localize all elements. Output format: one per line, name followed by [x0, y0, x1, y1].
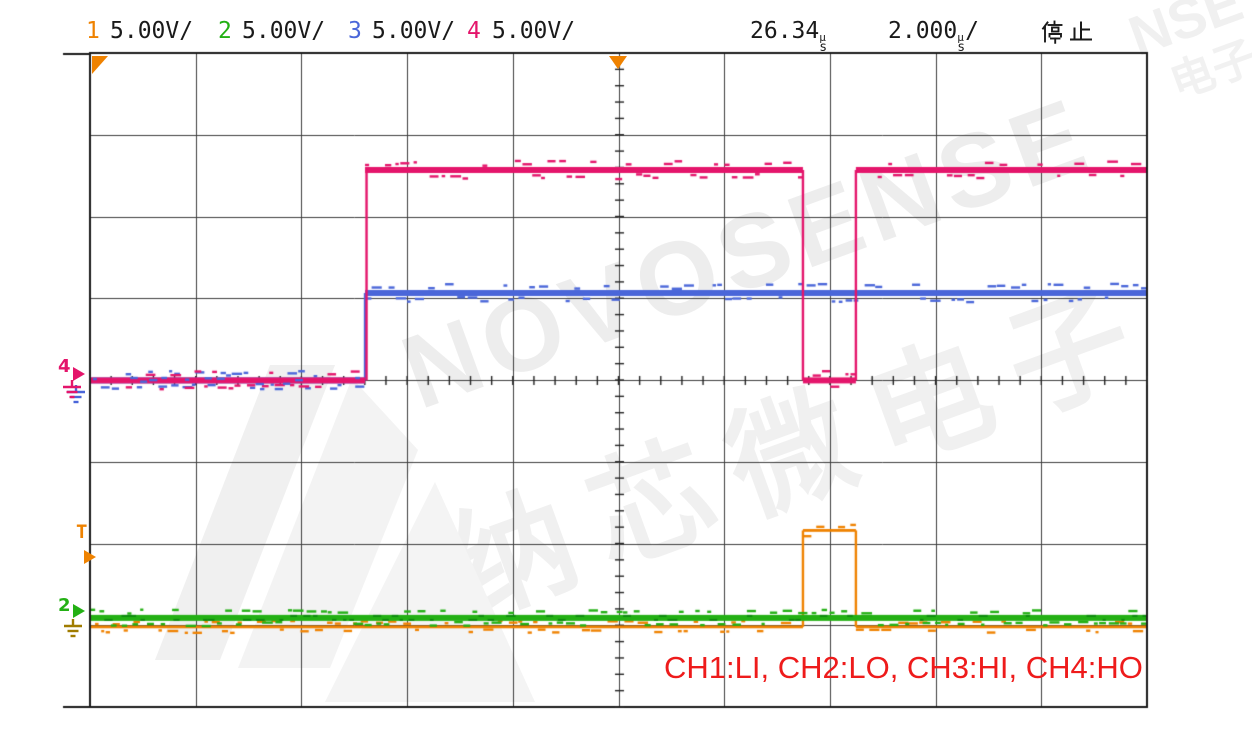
time-position-value: 26.34 [750, 18, 820, 44]
channel-2-number: 2 [218, 18, 232, 44]
ch4-level-arrow-icon [73, 367, 85, 381]
ch2-level-arrow-icon [73, 604, 85, 618]
channel-4-scale: 5.00V/ [492, 18, 576, 44]
trigger-level-arrow-icon [84, 550, 96, 564]
channel-3-scale: 5.00V/ [372, 18, 456, 44]
channel-4-number: 4 [467, 18, 481, 44]
channel-mapping-annotation: CH1:LI, CH2:LO, CH3:HI, CH4:HO [664, 650, 1143, 685]
ch4-ground-icon [63, 380, 81, 399]
run-stop-status: 停止 [1040, 19, 1093, 45]
channel-1-number: 1 [86, 18, 100, 44]
ch4-marker-number: 4 [58, 356, 71, 377]
channel-3-number: 3 [348, 18, 362, 44]
ch1-ground-icon [64, 619, 82, 638]
trigger-time-marker-icon [609, 56, 627, 69]
ch2-marker-number: 2 [58, 595, 71, 616]
channel-2-scale: 5.00V/ [242, 18, 326, 44]
run-stop-glyph-zhi [1070, 21, 1092, 41]
time-position-readout: 26.34 μ s [750, 18, 828, 55]
trigger-reference-left-icon [92, 56, 108, 74]
ch2-ch1-marker: 2 [56, 595, 96, 649]
timebase-readout: 2.000 μ s / [888, 18, 979, 55]
run-stop-glyph-ting [1041, 20, 1063, 44]
per-div-slash: / [965, 18, 979, 44]
channel-1-scale: 5.00V/ [110, 18, 194, 44]
trigger-level-marker: T [74, 523, 104, 569]
trigger-label: T [76, 521, 88, 543]
ch4-ch3-marker: 4 [56, 356, 96, 412]
timebase-value: 2.000 [888, 18, 958, 44]
